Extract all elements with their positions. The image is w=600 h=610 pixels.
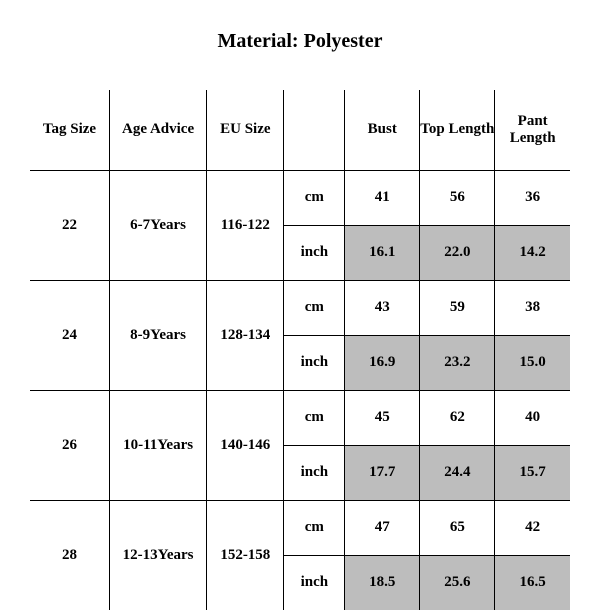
cell-unit-cm: cm [284,390,345,445]
cell-tag-size: 22 [30,170,110,280]
col-pant-length: Pant Length [495,90,570,170]
cell-bust: 45 [345,390,420,445]
cell-unit-cm: cm [284,500,345,555]
cell-bust: 18.5 [345,555,420,610]
table-row: 28 12-13Years 152-158 cm 47 65 42 [30,500,570,555]
cell-unit-inch: inch [284,445,345,500]
cell-age-advice: 10-11Years [110,390,207,500]
cell-unit-inch: inch [284,555,345,610]
cell-pant-length: 15.7 [495,445,570,500]
cell-pant-length: 40 [495,390,570,445]
cell-eu-size: 152-158 [207,500,284,610]
table-row: 24 8-9Years 128-134 cm 43 59 38 [30,280,570,335]
cell-bust: 16.9 [345,335,420,390]
col-bust: Bust [345,90,420,170]
col-unit [284,90,345,170]
page: Material: Polyester Tag Size Age Advice … [0,0,600,600]
cell-tag-size: 26 [30,390,110,500]
cell-unit-inch: inch [284,225,345,280]
col-top-length: Top Length [420,90,495,170]
cell-top-length: 62 [420,390,495,445]
cell-bust: 16.1 [345,225,420,280]
cell-top-length: 23.2 [420,335,495,390]
cell-eu-size: 140-146 [207,390,284,500]
cell-unit-inch: inch [284,335,345,390]
cell-pant-length: 14.2 [495,225,570,280]
cell-pant-length: 36 [495,170,570,225]
cell-top-length: 24.4 [420,445,495,500]
size-table: Tag Size Age Advice EU Size Bust Top Len… [30,90,570,610]
cell-top-length: 59 [420,280,495,335]
table-row: 22 6-7Years 116-122 cm 41 56 36 [30,170,570,225]
cell-bust: 41 [345,170,420,225]
size-table-wrap: Tag Size Age Advice EU Size Bust Top Len… [30,90,570,610]
cell-pant-length: 42 [495,500,570,555]
cell-pant-length: 16.5 [495,555,570,610]
cell-bust: 17.7 [345,445,420,500]
cell-unit-cm: cm [284,280,345,335]
cell-age-advice: 8-9Years [110,280,207,390]
col-tag-size: Tag Size [30,90,110,170]
cell-unit-cm: cm [284,170,345,225]
cell-eu-size: 128-134 [207,280,284,390]
table-row: 26 10-11Years 140-146 cm 45 62 40 [30,390,570,445]
table-header-row: Tag Size Age Advice EU Size Bust Top Len… [30,90,570,170]
cell-top-length: 56 [420,170,495,225]
cell-age-advice: 6-7Years [110,170,207,280]
cell-age-advice: 12-13Years [110,500,207,610]
cell-eu-size: 116-122 [207,170,284,280]
cell-tag-size: 28 [30,500,110,610]
cell-top-length: 22.0 [420,225,495,280]
cell-top-length: 25.6 [420,555,495,610]
cell-bust: 47 [345,500,420,555]
cell-pant-length: 15.0 [495,335,570,390]
col-age-advice: Age Advice [110,90,207,170]
cell-pant-length: 38 [495,280,570,335]
cell-tag-size: 24 [30,280,110,390]
cell-bust: 43 [345,280,420,335]
cell-top-length: 65 [420,500,495,555]
col-eu-size: EU Size [207,90,284,170]
page-title: Material: Polyester [0,30,600,53]
